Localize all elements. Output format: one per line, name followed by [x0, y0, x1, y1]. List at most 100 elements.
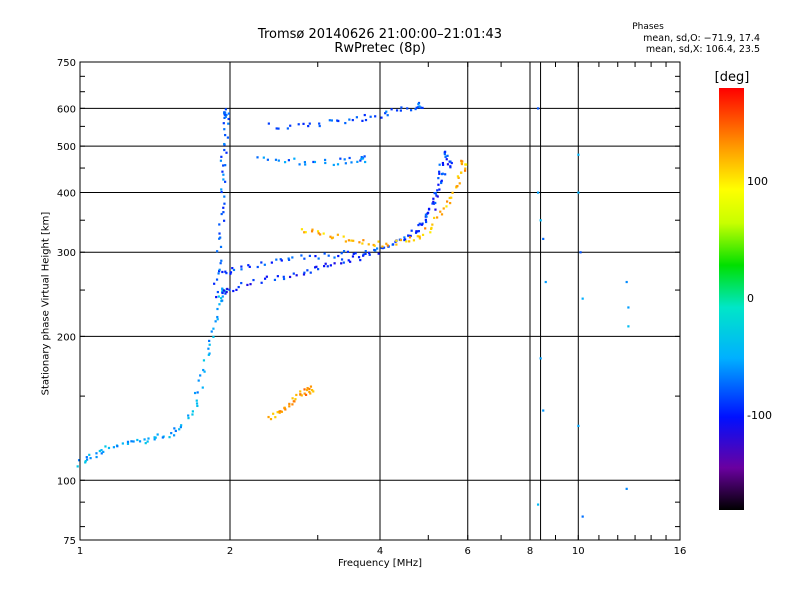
- data-point: [351, 255, 355, 258]
- data-point: [460, 162, 464, 166]
- data-point: [216, 318, 219, 321]
- data-point: [256, 156, 259, 159]
- data-point: [399, 109, 402, 112]
- data-point: [437, 183, 440, 186]
- data-point: [278, 411, 281, 414]
- data-point: [195, 399, 198, 402]
- colorbar-tick-label: -100: [747, 409, 772, 423]
- data-point: [355, 116, 358, 119]
- data-point: [404, 238, 407, 241]
- data-point: [464, 163, 467, 166]
- data-point: [438, 172, 441, 175]
- data-point: [438, 188, 441, 191]
- data-point: [222, 211, 225, 214]
- data-point: [347, 239, 350, 242]
- data-point: [340, 258, 344, 261]
- phases-line-x: mean, sd,X: 106.4, 23.5: [645, 44, 760, 55]
- data-point: [352, 252, 355, 255]
- data-point: [193, 391, 197, 395]
- data-point: [228, 288, 231, 291]
- data-point: [414, 107, 417, 111]
- data-point: [229, 271, 233, 274]
- data-point: [381, 245, 384, 248]
- data-point: [364, 160, 367, 164]
- data-point: [385, 110, 388, 113]
- data-point: [308, 122, 311, 125]
- data-point: [136, 438, 139, 442]
- data-point: [432, 200, 435, 203]
- data-point: [581, 297, 584, 300]
- data-point: [451, 191, 454, 194]
- data-point: [377, 252, 380, 255]
- data-point: [132, 440, 135, 443]
- data-point: [221, 299, 224, 302]
- data-point: [88, 453, 91, 456]
- data-point: [195, 402, 199, 405]
- data-point: [337, 119, 340, 123]
- data-point: [272, 412, 275, 415]
- data-point: [351, 118, 354, 122]
- y-tick-label: 100: [57, 476, 76, 487]
- data-point: [384, 112, 387, 115]
- data-point: [138, 440, 142, 443]
- data-point: [305, 388, 309, 392]
- data-point: [207, 347, 210, 350]
- data-point: [220, 297, 223, 300]
- data-point: [224, 108, 227, 111]
- data-point: [327, 254, 330, 257]
- data-point: [84, 461, 87, 464]
- data-point: [542, 409, 545, 412]
- data-point: [382, 246, 386, 249]
- data-point: [222, 164, 225, 167]
- data-point: [100, 452, 103, 455]
- data-point: [436, 195, 439, 198]
- data-point: [460, 161, 463, 164]
- data-point: [218, 303, 221, 306]
- data-point: [306, 386, 309, 390]
- data-point: [400, 106, 403, 109]
- data-point: [625, 280, 628, 284]
- data-point: [221, 270, 224, 274]
- data-point: [435, 194, 438, 197]
- data-point: [395, 239, 398, 242]
- y-tick-label: 500: [57, 142, 76, 153]
- data-point: [224, 133, 227, 137]
- data-point: [263, 277, 267, 280]
- data-point: [417, 106, 420, 109]
- data-point: [418, 235, 421, 238]
- data-point: [440, 213, 444, 216]
- data-point: [220, 155, 223, 158]
- data-point: [308, 390, 311, 394]
- data-point: [425, 215, 428, 218]
- data-point: [291, 403, 294, 406]
- data-point: [227, 122, 230, 125]
- data-point: [346, 250, 350, 253]
- data-point: [424, 213, 428, 216]
- data-point: [212, 327, 215, 330]
- data-point: [536, 503, 540, 506]
- data-point: [215, 295, 218, 299]
- data-point: [444, 155, 447, 158]
- data-point: [187, 414, 190, 417]
- colorbar-tick-label: 0: [747, 292, 754, 305]
- data-point: [196, 404, 199, 408]
- data-point: [336, 163, 340, 166]
- data-point: [224, 180, 227, 183]
- data-point: [460, 159, 463, 162]
- data-point: [224, 292, 227, 295]
- data-point: [95, 452, 98, 455]
- data-point: [392, 243, 395, 246]
- data-point: [161, 436, 164, 439]
- x-tick-label: 8: [527, 546, 533, 557]
- data-point: [395, 109, 399, 112]
- data-point: [347, 259, 350, 262]
- data-point: [146, 440, 149, 443]
- data-point: [293, 157, 296, 160]
- data-point: [316, 230, 320, 233]
- data-point: [275, 258, 278, 261]
- data-point: [432, 202, 436, 205]
- data-point: [280, 259, 283, 262]
- data-point: [287, 159, 290, 162]
- data-point: [262, 156, 265, 159]
- data-point: [323, 265, 326, 268]
